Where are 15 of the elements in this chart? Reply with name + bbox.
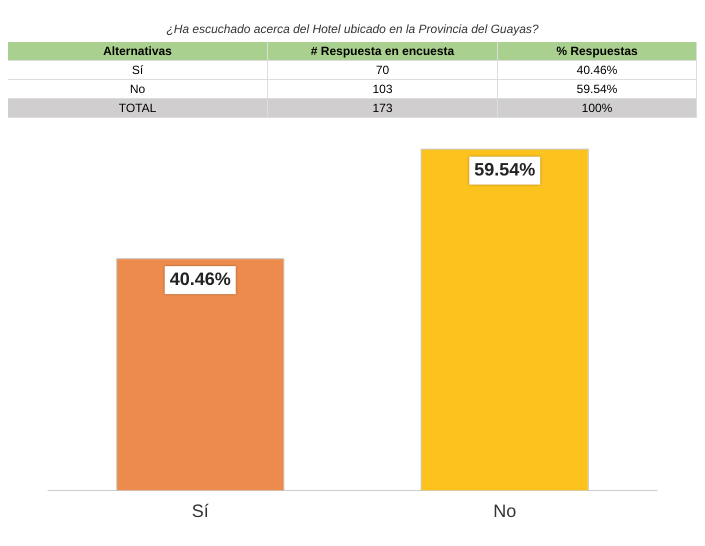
text: # Respuesta en encuesta (268, 42, 498, 61)
text: TOTAL (8, 99, 268, 118)
text: No (8, 80, 268, 99)
text: 100% (498, 99, 697, 118)
text: Alternativas (8, 42, 268, 61)
text: 173 (268, 99, 498, 118)
text: % Respuestas (498, 42, 697, 61)
data-label: 59.54% (474, 160, 536, 180)
text: 103 (268, 80, 498, 99)
chart-title: ¿Ha escuchado acerca del Hotel ubicado en la Provincia del Guayas? (165, 21, 540, 38)
text: 40.46% (498, 61, 697, 80)
text: Sí (8, 61, 268, 80)
data-label: 40.46% (170, 269, 231, 290)
text: 70 (268, 61, 498, 80)
text: 59.54% (498, 80, 697, 99)
